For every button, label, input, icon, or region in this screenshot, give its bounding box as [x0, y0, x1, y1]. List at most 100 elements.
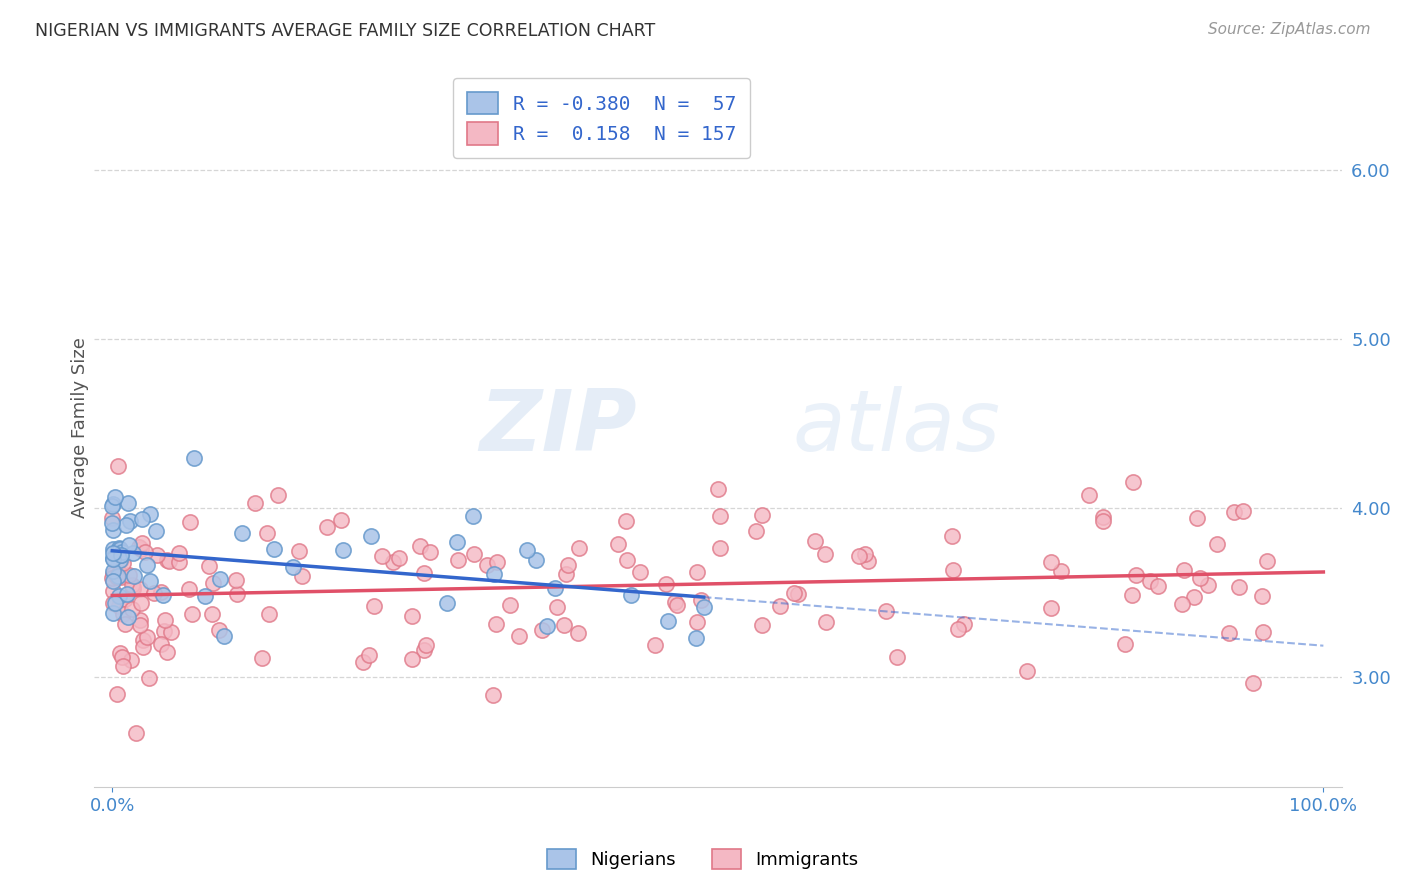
Point — [139, 574, 162, 588]
Point — [111, 659, 134, 673]
Point — [554, 566, 576, 581]
Point — [135, 630, 157, 644]
Point — [1222, 505, 1244, 519]
Point — [620, 588, 643, 602]
Point — [114, 592, 136, 607]
Point — [101, 546, 124, 560]
Point — [942, 563, 965, 577]
Point — [363, 599, 385, 613]
Point — [101, 499, 124, 513]
Point — [110, 646, 132, 660]
Point — [153, 613, 176, 627]
Point — [149, 637, 172, 651]
Point — [1039, 554, 1062, 568]
Point — [101, 596, 124, 610]
Point — [783, 586, 806, 600]
Point — [751, 508, 773, 522]
Point — [485, 616, 508, 631]
Point — [101, 541, 124, 556]
Point — [110, 570, 132, 584]
Point — [1227, 580, 1250, 594]
Point — [401, 652, 423, 666]
Point — [616, 552, 638, 566]
Point — [120, 653, 142, 667]
Point — [524, 553, 547, 567]
Point — [110, 548, 132, 562]
Point — [1232, 504, 1254, 518]
Point — [1171, 597, 1194, 611]
Point — [751, 617, 773, 632]
Point — [212, 629, 235, 643]
Point — [110, 553, 132, 567]
Point — [709, 508, 731, 523]
Point — [153, 624, 176, 638]
Point — [567, 625, 589, 640]
Point — [107, 458, 129, 473]
Legend: R = -0.380  N =  57, R =  0.158  N = 157: R = -0.380 N = 57, R = 0.158 N = 157 — [453, 78, 751, 158]
Point — [946, 622, 969, 636]
Point — [332, 543, 354, 558]
Point — [413, 566, 436, 581]
Point — [167, 545, 190, 559]
Text: Source: ZipAtlas.com: Source: ZipAtlas.com — [1208, 22, 1371, 37]
Point — [117, 496, 139, 510]
Point — [436, 596, 458, 610]
Point — [129, 618, 152, 632]
Point — [107, 569, 129, 583]
Point — [1049, 564, 1071, 578]
Point — [156, 553, 179, 567]
Point — [108, 553, 131, 567]
Point — [1139, 574, 1161, 588]
Point — [122, 568, 145, 582]
Point — [769, 599, 792, 613]
Point — [118, 538, 141, 552]
Point — [664, 595, 686, 609]
Point — [1197, 578, 1219, 592]
Point — [101, 606, 124, 620]
Point — [814, 547, 837, 561]
Point — [1218, 626, 1240, 640]
Y-axis label: Average Family Size: Average Family Size — [72, 337, 89, 518]
Point — [111, 649, 134, 664]
Point — [226, 586, 249, 600]
Point — [208, 624, 231, 638]
Point — [111, 556, 134, 570]
Point — [134, 545, 156, 559]
Point — [685, 631, 707, 645]
Point — [138, 671, 160, 685]
Point — [315, 520, 337, 534]
Point — [101, 571, 124, 585]
Point — [654, 577, 676, 591]
Point — [179, 515, 201, 529]
Point — [128, 540, 150, 554]
Point — [152, 588, 174, 602]
Point — [291, 568, 314, 582]
Point — [110, 549, 132, 563]
Point — [101, 516, 124, 530]
Point — [112, 607, 135, 622]
Point — [530, 623, 553, 637]
Point — [149, 585, 172, 599]
Point — [360, 529, 382, 543]
Point — [853, 547, 876, 561]
Point — [129, 582, 152, 596]
Point — [103, 564, 125, 578]
Point — [142, 586, 165, 600]
Point — [108, 542, 131, 557]
Point — [101, 523, 124, 537]
Point — [787, 587, 810, 601]
Point — [108, 541, 131, 556]
Point — [105, 547, 128, 561]
Point — [157, 554, 180, 568]
Point — [401, 609, 423, 624]
Point — [848, 549, 870, 563]
Point — [107, 599, 129, 613]
Point — [132, 632, 155, 647]
Point — [553, 618, 575, 632]
Point — [159, 625, 181, 640]
Point — [257, 607, 280, 621]
Point — [693, 599, 716, 614]
Point — [105, 687, 128, 701]
Point — [225, 573, 247, 587]
Point — [544, 582, 567, 596]
